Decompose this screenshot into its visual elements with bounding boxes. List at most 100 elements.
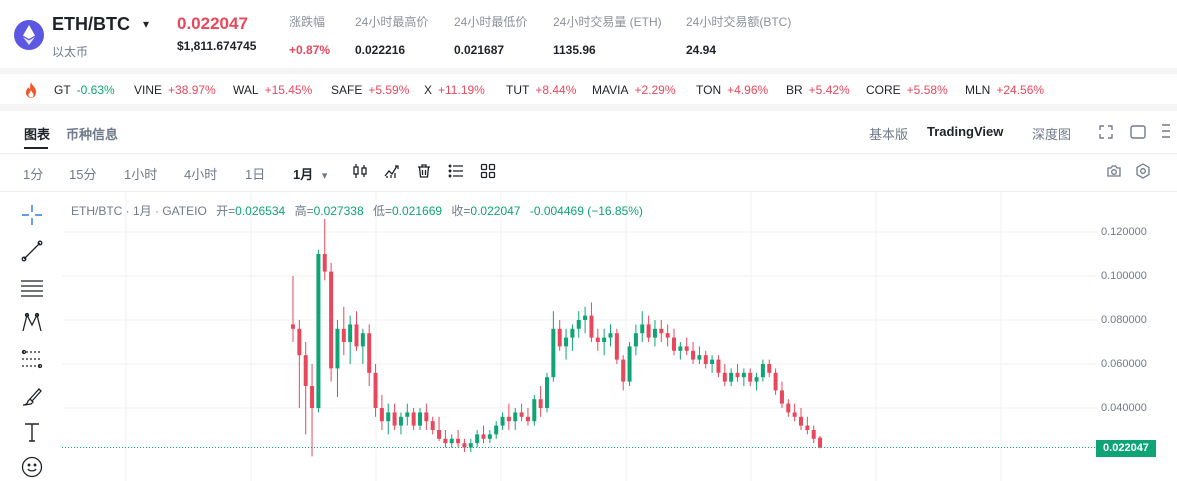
more-icon[interactable] [1160, 123, 1170, 139]
candle [513, 408, 518, 430]
candle [799, 408, 803, 430]
candle-body [418, 412, 422, 426]
candle-body [379, 408, 384, 422]
fullscreen-icon[interactable] [1099, 125, 1113, 139]
candle-body [500, 416, 505, 426]
candle [786, 399, 791, 417]
pair-dropdown-icon[interactable]: ▾ [143, 17, 150, 31]
candle [779, 381, 784, 408]
candle [322, 218, 327, 281]
candle [519, 403, 524, 422]
pair-name[interactable]: ETH/BTC [52, 14, 130, 34]
timeframe-1d[interactable]: 1日 [245, 167, 266, 182]
candle-body [545, 377, 549, 408]
candle-body [799, 416, 803, 426]
trendline-icon[interactable] [20, 239, 44, 263]
candle-body [722, 372, 727, 382]
candle-body [703, 355, 708, 364]
layout-icon[interactable] [480, 163, 496, 179]
ticker-change: +24.56% [996, 83, 1045, 97]
tab-chart[interactable]: 图表 [24, 127, 51, 142]
ticker-item-mln[interactable]: MLN +24.56% [965, 83, 1044, 97]
view-basic[interactable]: 基本版 [869, 127, 909, 142]
pattern-icon[interactable] [20, 311, 44, 335]
ticker-item-br[interactable]: BR +5.42% [786, 83, 850, 97]
candle-body [576, 320, 581, 329]
indicators-icon[interactable] [384, 163, 400, 179]
candle-body [564, 337, 569, 347]
fibonacci-icon[interactable] [20, 347, 44, 371]
stat-label: 24小时最高价 [355, 15, 429, 29]
ticker-symbol: X [424, 83, 433, 97]
candle [487, 430, 492, 444]
candle [684, 337, 689, 356]
candle [303, 342, 308, 435]
tab-coin-info[interactable]: 币种信息 [66, 127, 119, 142]
timeframe-15m[interactable]: 15分 [69, 167, 97, 182]
stat-value: 0.022216 [355, 43, 406, 57]
candle [640, 311, 645, 342]
candle [341, 306, 346, 356]
view-depth[interactable]: 深度图 [1032, 127, 1072, 142]
candle [291, 276, 295, 342]
candle [741, 368, 746, 386]
ticker-item-wal[interactable]: WAL +15.45% [233, 83, 312, 97]
timeframe-4h[interactable]: 4小时 [184, 167, 218, 182]
y-axis-label: 0.040000 [1101, 402, 1147, 414]
ticker-item-vine[interactable]: VINE +38.97% [134, 83, 216, 97]
candle [792, 403, 797, 422]
candle-body [652, 328, 657, 338]
candle [532, 394, 537, 426]
brush-icon[interactable] [20, 384, 44, 408]
candle-body [602, 337, 607, 342]
ticker-item-safe[interactable]: SAFE +5.59% [331, 83, 409, 97]
candle-body [786, 403, 791, 413]
view-tradingview[interactable]: TradingView [927, 124, 1004, 139]
candle [811, 425, 816, 444]
ticker-item-core[interactable]: CORE +5.58% [866, 83, 948, 97]
pair-subtitle: 以太币 [52, 45, 89, 59]
stat-low: 24小时最低价 0.021687 [454, 13, 527, 57]
candle-body [468, 443, 473, 448]
candle-body [316, 254, 321, 408]
stat-label: 24小时最低价 [454, 15, 528, 29]
candlestick-chart[interactable] [62, 192, 1097, 481]
emoji-icon[interactable] [20, 455, 44, 479]
ticker-symbol: TUT [506, 83, 530, 97]
hot-ticker-strip: GT -0.63% VINE +38.97% WAL +15.45% SAFE +5.5… [0, 74, 1177, 104]
candle [310, 364, 315, 457]
ethereum-icon [14, 20, 44, 50]
ticker-item-x[interactable]: X +11.19% [424, 83, 485, 97]
window-icon[interactable] [1130, 125, 1146, 139]
candle [456, 430, 461, 448]
ticker-item-tut[interactable]: TUT +8.44% [506, 83, 576, 97]
crosshair-icon[interactable] [20, 203, 44, 227]
candle-body [354, 324, 359, 347]
candle-type-icon[interactable] [352, 163, 368, 179]
candle [335, 320, 340, 397]
timeframe-1h[interactable]: 1小时 [124, 167, 158, 182]
candle [691, 342, 696, 364]
timeframe-1month[interactable]: 1月 ▾ [293, 164, 327, 183]
y-axis-label: 0.100000 [1101, 270, 1147, 282]
timeframe-dropdown-icon[interactable]: ▾ [321, 170, 328, 182]
text-tool-icon[interactable] [20, 420, 44, 444]
ticker-item-ton[interactable]: TON +4.96% [696, 83, 768, 97]
legend-title: ETH/BTC · 1月 · GATEIO [71, 204, 207, 218]
candle [773, 368, 778, 395]
candle-body [411, 412, 416, 426]
timeframe-1m[interactable]: 1分 [23, 167, 44, 182]
candle [316, 249, 321, 413]
ticker-item-mavia[interactable]: MAVIA +2.29% [592, 83, 676, 97]
ticker-item-gt[interactable]: GT -0.63% [54, 83, 115, 97]
chart-panel: 图表 币种信息 基本版 TradingView 深度图 1分 15分 1小时 4… [0, 111, 1177, 481]
candle [475, 430, 480, 448]
settings-icon[interactable] [1135, 163, 1151, 179]
trash-icon[interactable] [416, 163, 432, 179]
list-icon[interactable] [448, 163, 464, 179]
legend-low-label: 低= [372, 204, 392, 218]
candle [678, 342, 683, 360]
camera-icon[interactable] [1106, 163, 1122, 179]
ticker-change: +5.59% [368, 83, 410, 97]
horizontal-lines-icon[interactable] [20, 276, 44, 300]
